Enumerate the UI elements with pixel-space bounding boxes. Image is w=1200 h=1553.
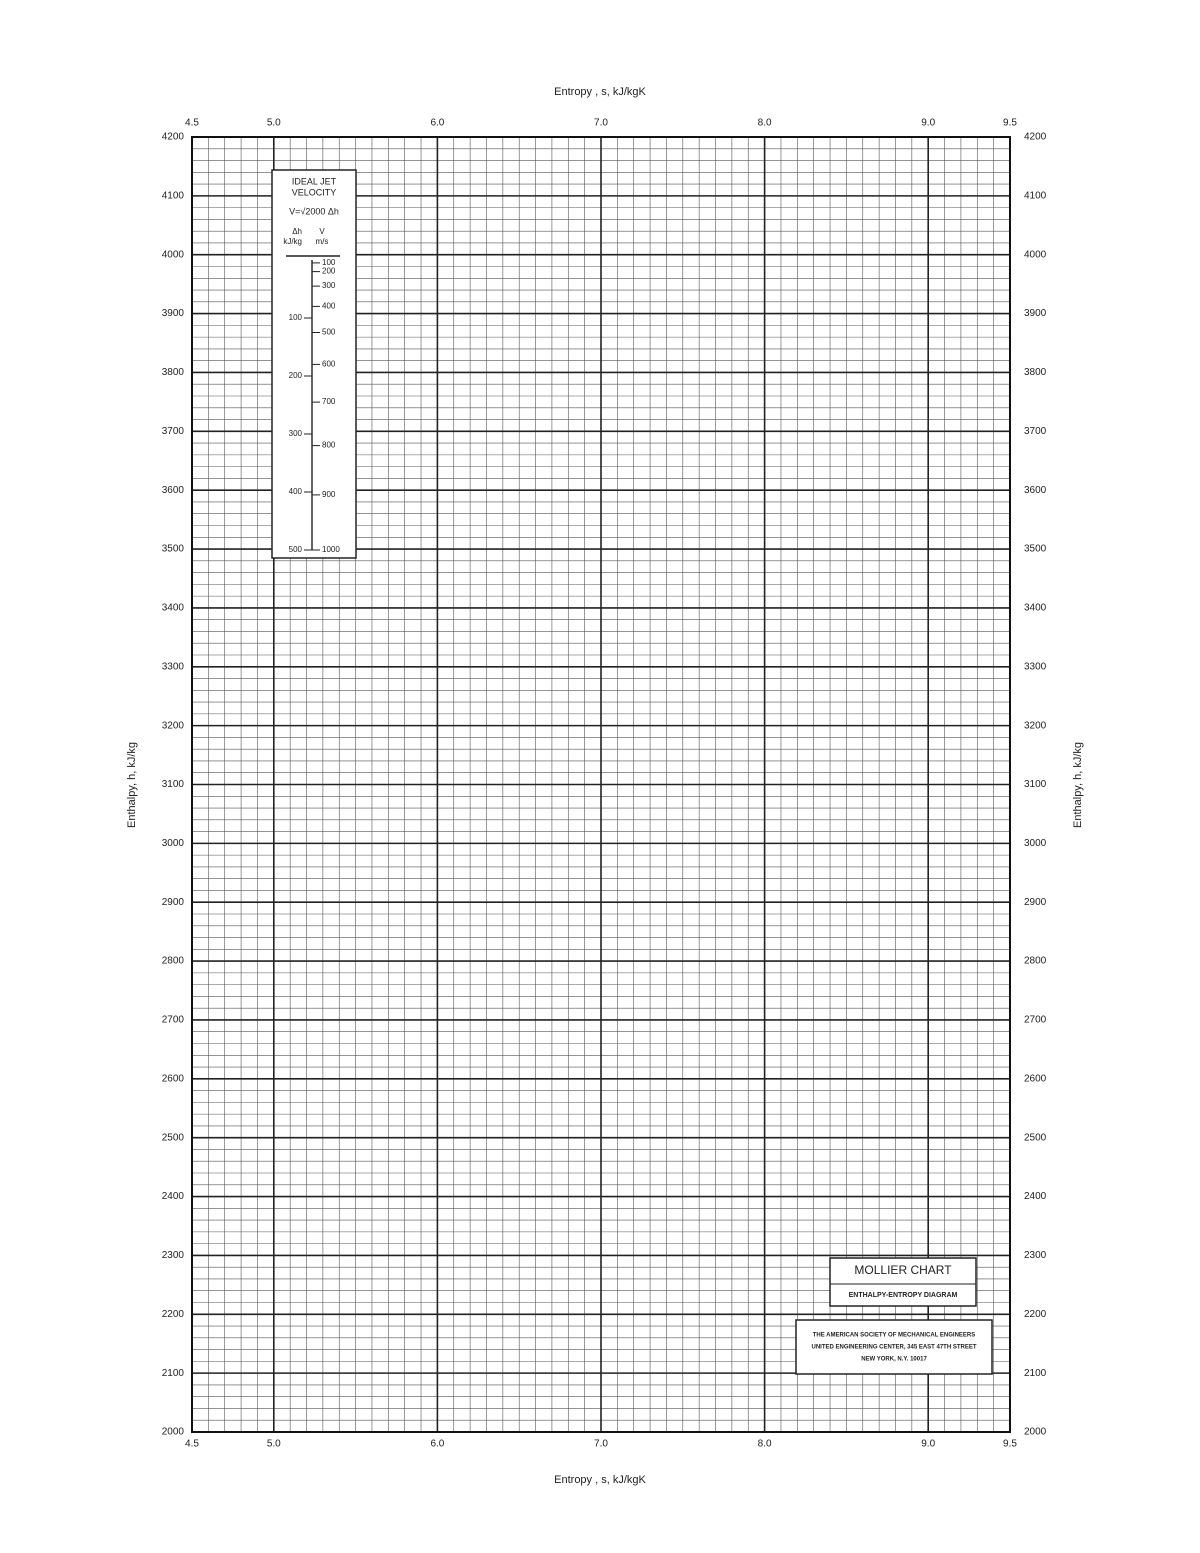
- x-tick-label: 8.0: [758, 118, 772, 129]
- inset-v-label: 400: [322, 302, 336, 311]
- inset-v-label: 700: [322, 397, 336, 406]
- inset-dh-label: 500: [289, 545, 303, 554]
- x-tick-label: 9.0: [921, 118, 935, 129]
- y-tick-label: 3300: [1024, 661, 1047, 672]
- y-tick-label: 3400: [162, 603, 185, 614]
- y-tick-label: 2100: [162, 1368, 185, 1379]
- inset-header: m/s: [316, 237, 329, 246]
- plot-frame: [191, 136, 1011, 1433]
- inset-dh-label: 100: [289, 313, 303, 322]
- inset-formula: V=√2000 Δh: [289, 206, 339, 216]
- y-tick-label: 3500: [162, 544, 185, 555]
- y-tick-label: 3000: [162, 838, 185, 849]
- y-tick-label: 2600: [1024, 1073, 1047, 1084]
- x-tick-label: 5.0: [267, 118, 281, 129]
- y-tick-label: 3200: [1024, 720, 1047, 731]
- inset-v-label: 1000: [322, 545, 340, 554]
- y-tick-label: 4100: [1024, 191, 1047, 202]
- x-tick-label: 4.5: [185, 1439, 199, 1450]
- y-tick-label: 2200: [162, 1309, 185, 1320]
- y-tick-label: 3700: [1024, 426, 1047, 437]
- y-tick-label: 2300: [162, 1250, 185, 1261]
- y-tick-label: 3600: [162, 485, 185, 496]
- x-tick-label: 9.5: [1003, 1439, 1017, 1450]
- y-axis-title-right: Enthalpy, h, kJ/kg: [1072, 742, 1084, 828]
- x-tick-label: 4.5: [185, 118, 199, 129]
- y-tick-label: 3100: [1024, 779, 1047, 790]
- inset-dh-label: 300: [289, 429, 303, 438]
- publisher-line: UNITED ENGINEERING CENTER, 345 EAST 47TH…: [811, 1345, 976, 1351]
- y-tick-label: 3400: [1024, 603, 1047, 614]
- inset-header: Δh: [292, 227, 302, 236]
- inset-title: IDEAL JET: [292, 176, 337, 186]
- title-box-title: MOLLIER CHART: [854, 1263, 952, 1277]
- y-tick-label: 2700: [162, 1015, 185, 1026]
- x-tick-label: 6.0: [430, 118, 444, 129]
- y-tick-label: 2900: [1024, 897, 1047, 908]
- y-tick-label: 4200: [162, 132, 185, 143]
- x-axis-title: Entropy , s, kJ/kgK: [554, 1474, 646, 1486]
- y-tick-label: 3100: [162, 779, 185, 790]
- title-box-subtitle: ENTHALPY-ENTROPY DIAGRAM: [849, 1292, 958, 1299]
- x-tick-label: 9.5: [1003, 118, 1017, 129]
- x-axis-title-top: Entropy , s, kJ/kgK: [554, 86, 646, 98]
- y-tick-label: 4200: [1024, 132, 1047, 143]
- y-tick-label: 4000: [1024, 249, 1047, 260]
- inset-v-label: 100: [322, 258, 336, 267]
- y-tick-label: 3300: [162, 661, 185, 672]
- x-tick-label: 7.0: [594, 1439, 608, 1450]
- title-box: [829, 1257, 977, 1307]
- y-tick-label: 3700: [162, 426, 185, 437]
- y-tick-label: 2000: [1024, 1427, 1047, 1438]
- y-axis-title: Enthalpy, h, kJ/kg: [126, 742, 138, 828]
- y-tick-label: 2200: [1024, 1309, 1047, 1320]
- x-tick-label: 9.0: [921, 1439, 935, 1450]
- inset-header: V: [319, 227, 325, 236]
- y-tick-label: 3900: [162, 308, 185, 319]
- y-tick-label: 3200: [162, 720, 185, 731]
- y-tick-label: 2600: [162, 1073, 185, 1084]
- inset-v-label: 800: [322, 441, 336, 450]
- y-tick-label: 2500: [162, 1132, 185, 1143]
- inset-v-label: 200: [322, 267, 336, 276]
- y-tick-label: 2700: [1024, 1015, 1047, 1026]
- y-tick-label: 3800: [1024, 367, 1047, 378]
- inset-title: VELOCITY: [292, 187, 337, 197]
- y-tick-label: 4100: [162, 191, 185, 202]
- publisher-line: THE AMERICAN SOCIETY OF MECHANICAL ENGIN…: [813, 1333, 976, 1339]
- y-tick-label: 3800: [162, 367, 185, 378]
- x-tick-label: 6.0: [430, 1439, 444, 1450]
- y-tick-label: 3900: [1024, 308, 1047, 319]
- publisher-line: NEW YORK, N.Y. 10017: [861, 1357, 927, 1363]
- x-tick-label: 8.0: [758, 1439, 772, 1450]
- y-tick-label: 3500: [1024, 544, 1047, 555]
- inset-v-label: 600: [322, 360, 336, 369]
- inset-dh-label: 400: [289, 487, 303, 496]
- y-tick-label: 2400: [1024, 1191, 1047, 1202]
- y-tick-label: 4000: [162, 249, 185, 260]
- y-tick-label: 3000: [1024, 838, 1047, 849]
- y-tick-label: 2800: [162, 956, 185, 967]
- x-tick-label: 7.0: [594, 118, 608, 129]
- x-tick-label: 5.0: [267, 1439, 281, 1450]
- y-tick-label: 2500: [1024, 1132, 1047, 1143]
- y-tick-label: 3600: [1024, 485, 1047, 496]
- inset-v-label: 500: [322, 328, 336, 337]
- publisher-box: [795, 1319, 993, 1375]
- y-tick-label: 2300: [1024, 1250, 1047, 1261]
- inset-v-label: 300: [322, 281, 336, 290]
- y-tick-label: 2400: [162, 1191, 185, 1202]
- inset-header: kJ/kg: [283, 237, 302, 246]
- y-tick-label: 2000: [162, 1427, 185, 1438]
- inset-dh-label: 200: [289, 371, 303, 380]
- inset-v-label: 900: [322, 490, 336, 499]
- y-tick-label: 2800: [1024, 956, 1047, 967]
- y-tick-label: 2100: [1024, 1368, 1047, 1379]
- y-tick-label: 2900: [162, 897, 185, 908]
